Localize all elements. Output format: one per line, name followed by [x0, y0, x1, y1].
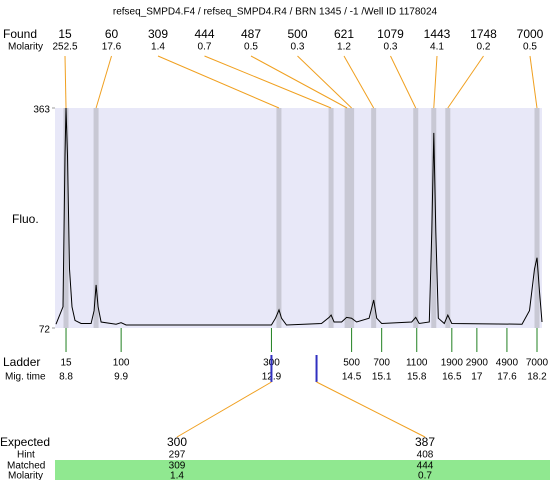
found-molarity: 0.3	[291, 42, 305, 53]
found-molarity: 1.4	[151, 42, 165, 53]
peak-band	[413, 108, 419, 328]
ladder-time: 8.8	[59, 372, 73, 383]
ladder-size: 500	[343, 358, 360, 369]
hint-value: 408	[417, 450, 434, 461]
found-size: 60	[105, 27, 119, 41]
found-molarity-label: Molarity	[8, 42, 43, 53]
peak-connector	[250, 55, 348, 109]
found-size: 15	[58, 27, 72, 41]
trace	[55, 107, 543, 326]
found-molarity: 1.2	[337, 42, 351, 53]
peak-connector	[447, 55, 484, 109]
found-molarity: 0.7	[198, 42, 212, 53]
peak-connector	[204, 55, 332, 109]
peak-band	[276, 108, 282, 328]
ladder-size: 1900	[441, 358, 464, 369]
peak-connector	[529, 55, 538, 109]
ladder-size: 700	[373, 358, 390, 369]
found-size: 309	[148, 27, 168, 41]
molarity-value: 1.4	[170, 471, 184, 480]
peak-band	[431, 108, 437, 328]
found-label: Found	[3, 27, 37, 41]
ladder-time: 17.6	[497, 372, 517, 383]
peak-connector	[64, 55, 67, 109]
found-size: 487	[241, 27, 261, 41]
expected-molarity-label: Molarity	[8, 471, 43, 480]
matched-band	[55, 460, 550, 480]
expected-connector	[316, 381, 426, 438]
found-size: 1748	[470, 27, 497, 41]
peak-connector	[297, 55, 352, 109]
peak-connector	[95, 55, 112, 109]
expected-label: Expected	[0, 435, 50, 449]
found-molarity: 0.5	[244, 42, 258, 53]
found-size: 621	[334, 27, 354, 41]
expected-value: 300	[167, 435, 187, 449]
ladder-time: 17	[471, 372, 483, 383]
y-axis-label: Fluo.	[12, 212, 39, 226]
expected-value: 387	[415, 435, 435, 449]
peak-connector	[343, 55, 375, 109]
ladder-time: 15.8	[407, 372, 427, 383]
found-molarity: 17.6	[102, 42, 122, 53]
ladder-time: 18.2	[527, 372, 547, 383]
found-size: 1079	[377, 27, 404, 41]
ladder-time-label: Mig. time	[5, 372, 46, 383]
ladder-time: 15.1	[372, 372, 392, 383]
found-size: 500	[287, 27, 307, 41]
ladder-size: 1100	[406, 358, 428, 369]
plot-area	[55, 108, 542, 328]
ladder-size: 4900	[496, 358, 519, 369]
found-size: 1443	[424, 27, 451, 41]
peak-connector	[157, 55, 280, 109]
peak-connector	[433, 55, 438, 109]
found-molarity: 0.2	[477, 42, 491, 53]
y-tick-label: 363	[33, 105, 50, 116]
ladder-size: 100	[113, 358, 130, 369]
expected-connector	[176, 381, 272, 438]
peak-band	[344, 108, 350, 328]
ladder-label: Ladder	[3, 355, 40, 369]
peak-band	[328, 108, 334, 328]
peak-band	[445, 108, 451, 328]
molarity-value: 0.7	[418, 471, 432, 480]
ladder-time: 16.5	[442, 372, 462, 383]
found-molarity: 252.5	[52, 42, 77, 53]
found-size: 7000	[517, 27, 544, 41]
ladder-time: 9.9	[114, 372, 128, 383]
peak-band	[371, 108, 377, 328]
y-tick-label: 72	[39, 325, 51, 336]
matched-label: Matched	[7, 461, 45, 472]
peak-connector	[390, 55, 417, 109]
ladder-time: 14.5	[342, 372, 362, 383]
found-molarity: 0.3	[384, 42, 398, 53]
ladder-size: 7000	[526, 358, 549, 369]
peak-band	[63, 108, 69, 328]
found-molarity: 0.5	[523, 42, 537, 53]
ladder-size: 15	[60, 358, 72, 369]
peak-band	[349, 108, 355, 328]
matched-value: 444	[417, 461, 434, 472]
title: refseq_SMPD4.F4 / refseq_SMPD4.R4 / BRN …	[113, 7, 438, 18]
peak-band	[93, 108, 99, 328]
matched-value: 309	[169, 461, 186, 472]
peak-band	[534, 108, 540, 328]
hint-value: 297	[169, 450, 186, 461]
ladder-size: 2900	[466, 358, 489, 369]
hint-label: Hint	[17, 450, 35, 461]
found-size: 444	[194, 27, 214, 41]
found-molarity: 4.1	[430, 42, 444, 53]
